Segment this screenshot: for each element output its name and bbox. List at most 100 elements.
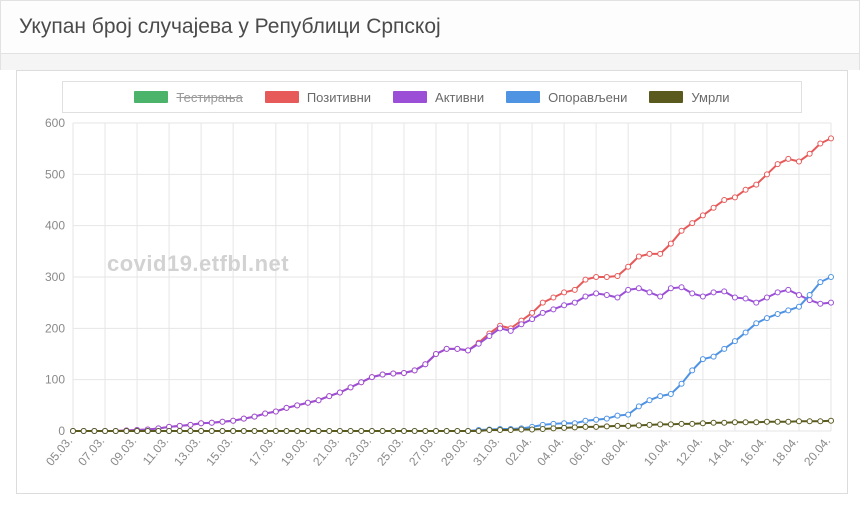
x-tick-label: 02.04. <box>502 434 534 469</box>
series-point-deaths <box>359 429 364 434</box>
x-tick-label: 27.03. <box>406 434 438 469</box>
series-point-recovered <box>754 321 759 326</box>
chart-area: covid19.etfbl.net 010020030040050060005.… <box>27 117 835 487</box>
series-point-active <box>722 289 727 294</box>
series-point-active <box>647 290 652 295</box>
series-point-positive <box>679 228 684 233</box>
series-point-active <box>679 285 684 290</box>
series-point-positive <box>775 162 780 167</box>
series-point-deaths <box>412 429 417 434</box>
series-line-recovered <box>73 277 831 431</box>
x-tick-label: 21.03. <box>310 434 342 469</box>
series-point-positive <box>594 275 599 280</box>
series-point-recovered <box>668 392 673 397</box>
y-tick-label: 100 <box>45 373 65 387</box>
legend-label-recovered: Опорављени <box>548 90 627 105</box>
x-tick-label: 15.03. <box>203 434 235 469</box>
series-point-deaths <box>722 420 727 425</box>
series-point-positive <box>690 221 695 226</box>
legend-item-recovered[interactable]: Опорављени <box>506 90 627 105</box>
y-tick-label: 200 <box>45 321 65 335</box>
series-point-deaths <box>519 427 524 432</box>
series-point-active <box>348 385 353 390</box>
series-point-positive <box>636 254 641 259</box>
series-point-deaths <box>466 429 471 434</box>
series-point-active <box>594 291 599 296</box>
series-point-deaths <box>636 423 641 428</box>
x-tick-label: 14.04. <box>705 434 737 469</box>
series-point-positive <box>732 195 737 200</box>
series-point-deaths <box>594 424 599 429</box>
series-point-active <box>177 423 182 428</box>
series-point-deaths <box>690 421 695 426</box>
x-tick-label: 06.04. <box>566 434 598 469</box>
series-point-active <box>562 303 567 308</box>
series-point-positive <box>530 310 535 315</box>
series-point-recovered <box>722 346 727 351</box>
series-point-active <box>764 295 769 300</box>
series-point-deaths <box>231 429 236 434</box>
page-title: Укупан број случајева у Републици Српско… <box>19 15 441 38</box>
chart-card: Тестирања Позитивни Активни Опорављени Умрли… <box>16 70 848 494</box>
series-point-deaths <box>626 423 631 428</box>
series-point-recovered <box>700 357 705 362</box>
series-point-recovered <box>594 417 599 422</box>
x-tick-label: 19.03. <box>278 434 310 469</box>
x-tick-label: 12.04. <box>673 434 705 469</box>
series-point-deaths <box>369 429 374 434</box>
series-point-deaths <box>124 429 129 434</box>
series-point-active <box>658 294 663 299</box>
series-point-recovered <box>711 354 716 359</box>
series-point-deaths <box>540 426 545 431</box>
series-point-positive <box>540 300 545 305</box>
series-point-recovered <box>679 381 684 386</box>
series-point-active <box>690 291 695 296</box>
legend-label-active: Активни <box>435 90 484 105</box>
series-point-active <box>252 414 257 419</box>
series-point-deaths <box>647 422 652 427</box>
legend-item-active[interactable]: Активни <box>393 90 484 105</box>
series-point-positive <box>818 141 823 146</box>
series-point-deaths <box>156 429 161 434</box>
x-tick-label: 23.03. <box>342 434 374 469</box>
series-point-active <box>754 300 759 305</box>
legend-item-deaths[interactable]: Умрли <box>649 90 729 105</box>
series-point-active <box>572 300 577 305</box>
series-point-deaths <box>167 429 172 434</box>
legend-label-positive: Позитивни <box>307 90 371 105</box>
series-point-active <box>829 300 834 305</box>
series-point-active <box>241 416 246 421</box>
series-point-deaths <box>92 429 97 434</box>
x-tick-label: 25.03. <box>374 434 406 469</box>
y-tick-label: 500 <box>45 167 65 181</box>
legend-item-tested[interactable]: Тестирања <box>134 90 242 105</box>
legend-item-positive[interactable]: Позитивни <box>265 90 371 105</box>
series-point-positive <box>829 136 834 141</box>
legend-swatch-tested <box>134 91 168 103</box>
series-point-deaths <box>530 427 535 432</box>
series-point-active <box>466 348 471 353</box>
series-point-active <box>818 301 823 306</box>
series-point-deaths <box>668 422 673 427</box>
series-point-deaths <box>305 429 310 434</box>
series-point-positive <box>572 287 577 292</box>
series-point-active <box>636 286 641 291</box>
x-tick-label: 17.03. <box>246 434 278 469</box>
series-point-positive <box>604 275 609 280</box>
series-point-deaths <box>764 419 769 424</box>
series-point-deaths <box>327 429 332 434</box>
series-point-active <box>263 411 268 416</box>
series-point-recovered <box>583 418 588 423</box>
series-point-recovered <box>732 339 737 344</box>
series-point-deaths <box>829 418 834 423</box>
series-point-deaths <box>252 429 257 434</box>
x-tick-label: 11.03. <box>140 434 172 468</box>
series-point-positive <box>786 156 791 161</box>
series-point-deaths <box>508 427 513 432</box>
series-point-active <box>209 420 214 425</box>
x-tick-label: 29.03. <box>438 434 470 469</box>
series-point-active <box>551 307 556 312</box>
series-point-active <box>487 334 492 339</box>
series-point-active <box>199 421 204 426</box>
series-point-positive <box>562 290 567 295</box>
